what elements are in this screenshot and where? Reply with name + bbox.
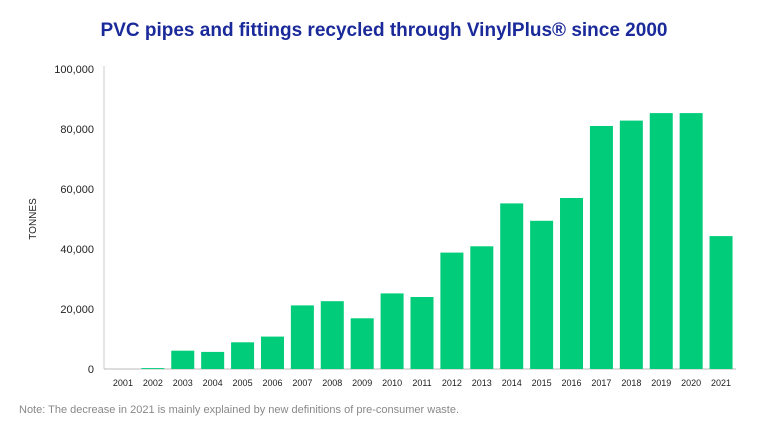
y-axis-label: TONNES — [28, 198, 39, 240]
footnote: Note: The decrease in 2021 is mainly exp… — [19, 404, 460, 416]
x-tick-label: 2019 — [651, 378, 671, 388]
x-tick-label: 2003 — [173, 378, 193, 388]
x-tick-label: 2021 — [711, 378, 731, 388]
bar-2020 — [679, 113, 703, 369]
bar-2006 — [260, 336, 284, 369]
x-tick-label: 2001 — [113, 378, 133, 388]
x-tick-label: 2007 — [292, 378, 312, 388]
bar-2014 — [500, 203, 524, 369]
bar-2003 — [171, 350, 195, 369]
bar-2010 — [380, 293, 404, 369]
x-tick-label: 2015 — [532, 378, 552, 388]
bar-2013 — [470, 246, 494, 369]
bar-2018 — [619, 120, 643, 369]
bar-2007 — [290, 305, 314, 369]
x-tick-label: 2011 — [412, 378, 431, 388]
y-tick-label: 20,000 — [60, 304, 94, 316]
x-tick-label: 2008 — [322, 378, 342, 388]
bar-2012 — [440, 252, 464, 369]
bar-2004 — [201, 351, 225, 369]
y-tick-label: 80,000 — [60, 124, 94, 136]
chart-title: PVC pipes and fittings recycled through … — [100, 20, 668, 41]
bar-2016 — [560, 198, 584, 369]
x-tick-label: 2005 — [233, 378, 253, 388]
x-tick-label: 2020 — [681, 378, 701, 388]
x-tick-label: 2016 — [562, 378, 582, 388]
x-tick-label: 2012 — [442, 378, 462, 388]
y-tick-label: 100,000 — [54, 64, 94, 76]
y-tick-label: 60,000 — [60, 184, 94, 196]
x-tick-label: 2002 — [143, 378, 163, 388]
x-tick-label: 2017 — [591, 378, 611, 388]
x-tick-label: 2009 — [352, 378, 372, 388]
x-tick-label: 2010 — [382, 378, 402, 388]
bar-2005 — [231, 342, 255, 369]
bar-2002 — [141, 368, 165, 369]
bar-2011 — [410, 297, 434, 369]
x-tick-label: 2004 — [203, 378, 223, 388]
bar-2021 — [709, 236, 733, 369]
x-tick-label: 2006 — [262, 378, 282, 388]
bar-2015 — [530, 220, 554, 369]
bar-2008 — [320, 301, 344, 369]
y-tick-label: 40,000 — [60, 244, 94, 256]
bar-2019 — [649, 113, 673, 369]
y-tick-label: 0 — [88, 364, 94, 376]
bar-2017 — [589, 126, 613, 369]
bar-2009 — [350, 318, 374, 369]
x-tick-label: 2014 — [502, 378, 522, 388]
x-tick-label: 2013 — [472, 378, 492, 388]
x-tick-label: 2018 — [621, 378, 641, 388]
